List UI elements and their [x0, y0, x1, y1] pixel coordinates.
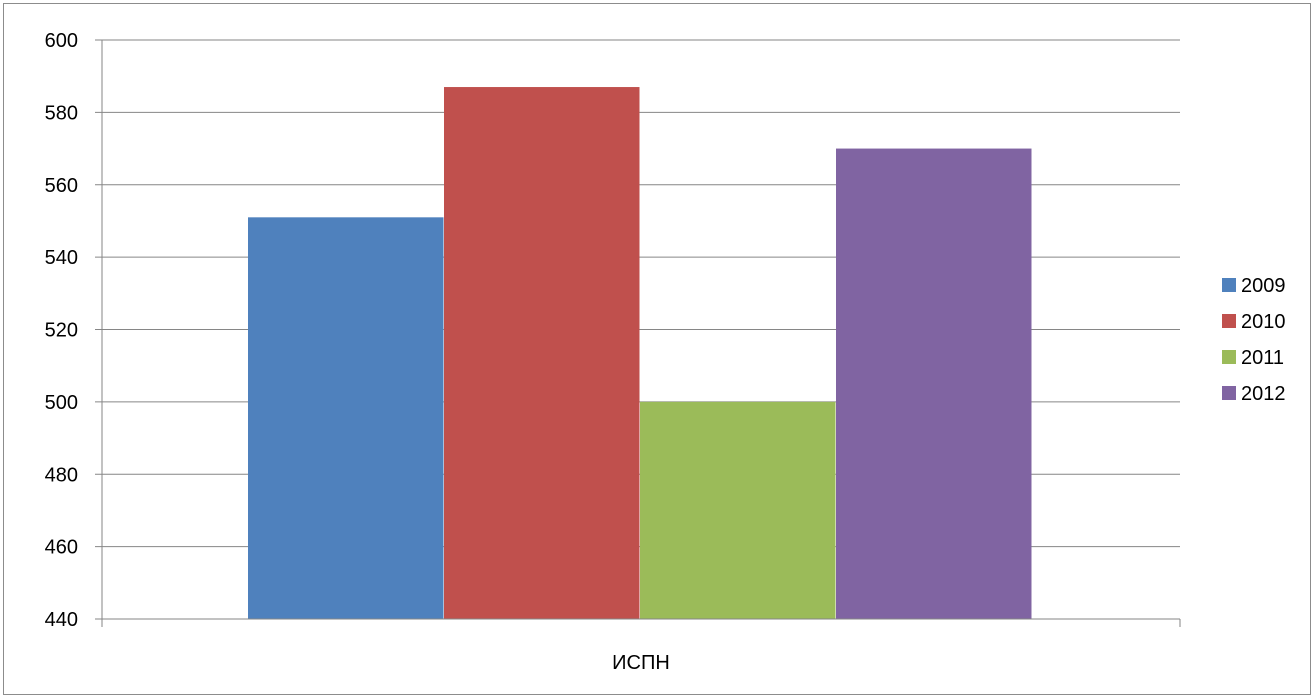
legend-swatch-2011	[1222, 350, 1236, 364]
y-tick-label: 460	[45, 537, 78, 559]
y-tick-label: 580	[45, 102, 78, 124]
legend-label-2012: 2012	[1241, 383, 1286, 405]
legend: 2009 2010 2011 2012	[1222, 275, 1286, 405]
legend-swatch-2009	[1222, 278, 1236, 292]
y-tick-label: 480	[45, 464, 78, 486]
y-tick-label: 600	[45, 30, 78, 52]
category-label: ИСПН	[612, 652, 670, 674]
legend-label-2009: 2009	[1241, 275, 1286, 297]
legend-label-2011: 2011	[1241, 347, 1284, 369]
legend-label-2010: 2010	[1241, 311, 1286, 333]
y-tick-labels: 440 460 480 500 520 540 560 580 600	[45, 30, 78, 631]
y-tick-label: 520	[45, 320, 78, 342]
y-tick-label: 560	[45, 175, 78, 197]
bar-2012	[836, 148, 1032, 619]
y-tick-label: 500	[45, 392, 78, 414]
y-tick-label: 540	[45, 247, 78, 269]
bar-2010	[444, 87, 640, 619]
legend-swatch-2012	[1222, 386, 1236, 400]
axes	[101, 40, 1181, 627]
bar-2011	[640, 401, 836, 619]
bars	[248, 87, 1032, 619]
bar-2009	[248, 217, 444, 619]
y-tick-label: 440	[45, 609, 78, 631]
legend-swatch-2010	[1222, 314, 1236, 328]
